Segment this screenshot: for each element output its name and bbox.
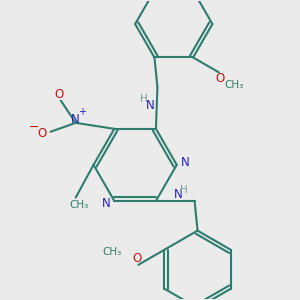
Text: −: − <box>29 121 39 134</box>
Text: CH₃: CH₃ <box>69 200 88 210</box>
Text: O: O <box>132 252 142 266</box>
Text: N: N <box>102 197 110 210</box>
Text: CH₃: CH₃ <box>224 80 243 90</box>
Text: O: O <box>55 88 64 100</box>
Text: CH₃: CH₃ <box>103 247 122 257</box>
Text: H: H <box>140 94 148 104</box>
Text: +: + <box>78 107 86 118</box>
Text: H: H <box>180 184 188 195</box>
Text: N: N <box>71 113 80 126</box>
Text: O: O <box>38 127 47 140</box>
Text: N: N <box>181 156 189 169</box>
Text: O: O <box>216 72 225 85</box>
Text: N: N <box>146 98 154 112</box>
Text: N: N <box>174 188 183 201</box>
